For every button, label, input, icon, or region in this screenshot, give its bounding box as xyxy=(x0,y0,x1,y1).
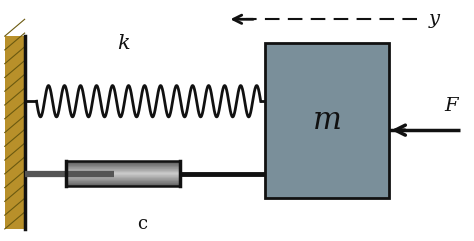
Bar xyxy=(66,184,180,185)
Bar xyxy=(66,182,180,183)
Bar xyxy=(66,178,180,179)
Bar xyxy=(66,166,180,167)
Bar xyxy=(66,178,180,179)
Text: c: c xyxy=(137,215,147,233)
Bar xyxy=(66,170,180,171)
Bar xyxy=(66,162,180,163)
Text: m: m xyxy=(313,105,341,136)
Bar xyxy=(66,170,180,171)
Bar xyxy=(66,164,180,165)
Text: k: k xyxy=(117,34,129,53)
Bar xyxy=(66,172,180,173)
Bar xyxy=(66,179,180,180)
Bar xyxy=(66,182,180,183)
Bar xyxy=(66,163,180,164)
Bar xyxy=(66,176,180,177)
Bar xyxy=(66,165,180,166)
Bar xyxy=(66,161,180,162)
Bar xyxy=(66,174,180,175)
Bar xyxy=(66,183,180,184)
Bar xyxy=(66,169,180,170)
Bar xyxy=(5,36,25,229)
Bar xyxy=(66,177,180,178)
Text: F: F xyxy=(444,97,457,115)
Bar xyxy=(66,164,180,165)
Bar xyxy=(66,167,180,168)
Bar xyxy=(66,185,180,186)
Bar xyxy=(66,173,180,174)
Bar xyxy=(66,171,180,172)
Bar xyxy=(66,168,180,169)
Bar xyxy=(66,181,180,182)
Bar xyxy=(66,167,180,168)
Bar xyxy=(66,172,180,173)
Bar xyxy=(66,176,180,177)
Bar xyxy=(66,161,180,186)
Bar xyxy=(66,166,180,167)
Bar xyxy=(66,175,180,176)
Bar xyxy=(265,43,389,198)
Bar xyxy=(66,184,180,185)
Bar xyxy=(66,180,180,181)
Text: y: y xyxy=(429,10,440,28)
